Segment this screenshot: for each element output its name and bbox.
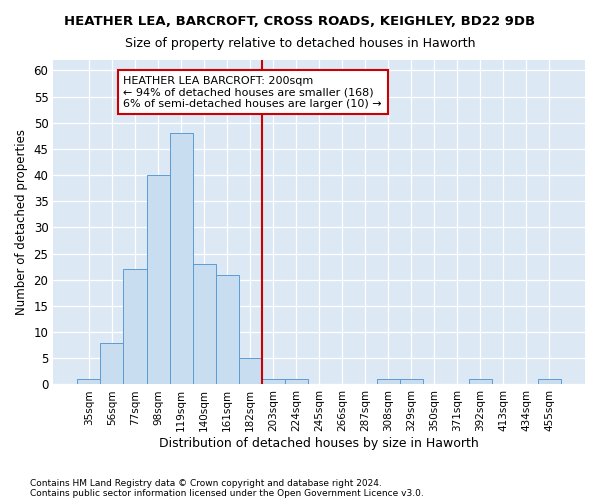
Bar: [469, 379, 492, 384]
Bar: [538, 379, 561, 384]
Bar: [377, 379, 400, 384]
Bar: [77, 379, 100, 384]
Bar: [100, 342, 124, 384]
Text: Contains HM Land Registry data © Crown copyright and database right 2024.: Contains HM Land Registry data © Crown c…: [30, 478, 382, 488]
Bar: [146, 175, 170, 384]
Text: HEATHER LEA, BARCROFT, CROSS ROADS, KEIGHLEY, BD22 9DB: HEATHER LEA, BARCROFT, CROSS ROADS, KEIG…: [64, 15, 536, 28]
Bar: [124, 270, 146, 384]
Bar: [262, 379, 284, 384]
Bar: [239, 358, 262, 384]
Bar: [215, 274, 239, 384]
Bar: [170, 134, 193, 384]
Text: HEATHER LEA BARCROFT: 200sqm
← 94% of detached houses are smaller (168)
6% of se: HEATHER LEA BARCROFT: 200sqm ← 94% of de…: [124, 76, 382, 109]
Text: Size of property relative to detached houses in Haworth: Size of property relative to detached ho…: [125, 38, 475, 51]
X-axis label: Distribution of detached houses by size in Haworth: Distribution of detached houses by size …: [159, 437, 479, 450]
Text: Contains public sector information licensed under the Open Government Licence v3: Contains public sector information licen…: [30, 488, 424, 498]
Bar: [284, 379, 308, 384]
Bar: [193, 264, 215, 384]
Y-axis label: Number of detached properties: Number of detached properties: [15, 129, 28, 315]
Bar: [400, 379, 423, 384]
